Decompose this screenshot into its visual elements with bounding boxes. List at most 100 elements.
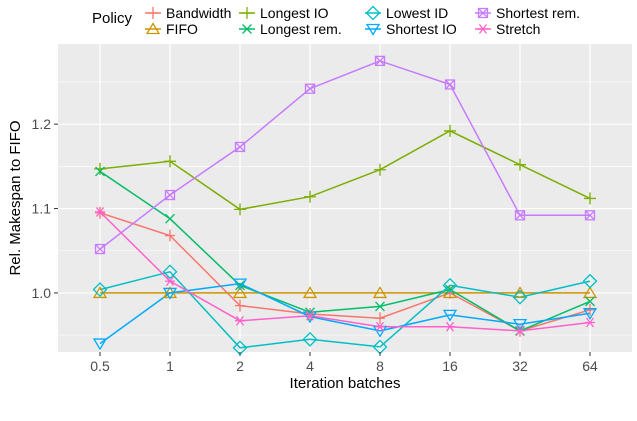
data-point-longest-rem [445, 284, 455, 295]
data-point-shortest-rem-stroke [235, 141, 245, 152]
data-point-shortest-rem [444, 79, 456, 90]
data-point-fifo [582, 286, 598, 299]
legend-item-stretch: Stretch [475, 21, 540, 37]
x-tick-label: 16 [442, 358, 458, 374]
legend-title: Policy [92, 10, 133, 27]
data-point-stretch [165, 276, 175, 287]
data-point-lowest-id-stroke [512, 289, 528, 305]
data-point-longest-io-stroke [234, 203, 246, 216]
data-point-lowest-id-stroke [582, 273, 598, 289]
data-point-shortest-rem-stroke [94, 243, 106, 255]
data-point-longest-rem-stroke [165, 213, 175, 224]
data-point-longest-io [164, 155, 176, 168]
x-tick-label: 1 [166, 358, 174, 374]
data-point-longest-rem-stroke [585, 296, 595, 307]
data-point-shortest-rem-stroke [444, 79, 456, 90]
legend-item-lowest-id: Lowest ID [365, 5, 448, 21]
data-point-lowest-id [442, 277, 458, 293]
legend-item-longest-io: Longest IO [239, 5, 329, 21]
series-line-shortest-rem [99, 60, 590, 250]
data-point-fifo [512, 286, 528, 299]
series-lines [99, 60, 591, 349]
data-point-longest-io [234, 203, 246, 216]
data-point-fifo [372, 286, 388, 299]
data-point-stretch [375, 321, 385, 332]
legend-label: Longest IO [260, 5, 329, 21]
data-point-stretch-stroke [515, 326, 525, 336]
data-point-lowest-id [162, 264, 178, 280]
data-point-shortest-io-stroke [442, 309, 458, 322]
legend-marker-shortest-rem [477, 7, 489, 19]
data-point-shortest-rem [164, 189, 176, 201]
legend-item-shortest-io: Shortest IO [365, 21, 457, 37]
data-point-bandwidth-stroke [165, 229, 175, 242]
data-point-shortest-rem-stroke [584, 210, 596, 221]
data-point-stretch-stroke [375, 321, 385, 332]
legend-marker-shortest-rem-stroke [478, 8, 488, 18]
data-point-longest-rem-stroke [95, 166, 105, 177]
data-point-shortest-rem-stroke [305, 83, 315, 94]
data-point-shortest-rem-stroke [514, 210, 526, 221]
x-axis: 0.5 1 2 4 8 16 32 64 [90, 352, 598, 374]
data-point-longest-io [374, 163, 386, 176]
data-point-stretch-stroke [305, 310, 315, 321]
data-point-bandwidth-stroke [305, 308, 315, 321]
series-line-longest-io [99, 130, 591, 211]
data-point-lowest-id [92, 282, 108, 297]
data-point-shortest-io [232, 278, 248, 291]
legend-marker-stretch [478, 24, 488, 34]
data-point-stretch [585, 317, 595, 328]
data-point-lowest-id-stroke [442, 277, 458, 293]
series-points-longest-io [94, 124, 596, 216]
data-point-longest-io [514, 158, 526, 171]
data-point-shortest-rem-stroke [304, 83, 316, 94]
data-point-shortest-rem [514, 210, 526, 221]
legend-label: Stretch [496, 21, 540, 37]
data-point-longest-io [304, 190, 316, 203]
data-point-bandwidth-stroke [235, 299, 245, 312]
data-point-longest-io [94, 162, 106, 175]
data-point-longest-io-stroke [304, 190, 316, 203]
data-point-longest-io-stroke [94, 162, 106, 175]
data-point-lowest-id [512, 289, 528, 305]
legend-marker-shortest-io [365, 23, 381, 36]
data-point-longest-rem [235, 280, 245, 291]
data-point-longest-rem [95, 166, 105, 177]
data-point-longest-io [444, 124, 456, 137]
plot-panel [58, 44, 632, 352]
data-point-shortest-rem-stroke [585, 210, 595, 221]
data-point-shortest-io-stroke [302, 311, 318, 324]
data-point-shortest-rem-stroke [165, 190, 175, 201]
data-point-fifo-stroke [582, 286, 598, 299]
data-point-shortest-io [512, 319, 528, 331]
legend-marker-lowest-id-stroke [365, 5, 381, 21]
legend-label: Shortest rem. [496, 5, 580, 21]
data-point-stretch [305, 310, 315, 321]
legend-marker-longest-rem-stroke [242, 24, 252, 34]
data-point-longest-io [584, 192, 596, 205]
legend-marker-longest-io-stroke [241, 7, 253, 19]
legend-marker-fifo [145, 22, 161, 35]
data-point-lowest-id [582, 273, 598, 289]
data-point-shortest-rem-stroke [164, 189, 176, 201]
data-point-longest-io-stroke [164, 155, 176, 168]
data-point-shortest-rem-stroke [234, 141, 246, 153]
legend-label: Shortest IO [386, 21, 457, 37]
legend-label: Lowest ID [386, 5, 448, 21]
data-point-fifo-stroke [372, 286, 388, 299]
data-point-bandwidth [235, 299, 245, 312]
series-line-shortest-io [99, 282, 591, 345]
data-point-stretch-stroke [445, 321, 455, 332]
data-point-shortest-rem [374, 55, 386, 67]
legend-item-shortest-rem: Shortest rem. [475, 5, 580, 21]
series-line-stretch [99, 211, 591, 332]
data-point-bandwidth [585, 303, 595, 316]
x-tick-label: 64 [582, 358, 598, 374]
legend-marker-lowest-id [365, 5, 381, 21]
data-point-shortest-io [302, 311, 318, 324]
data-point-longest-rem-stroke [445, 284, 455, 295]
data-point-shortest-io [442, 309, 458, 322]
data-point-longest-rem-stroke [235, 280, 245, 291]
data-point-stretch-stroke [585, 317, 595, 328]
